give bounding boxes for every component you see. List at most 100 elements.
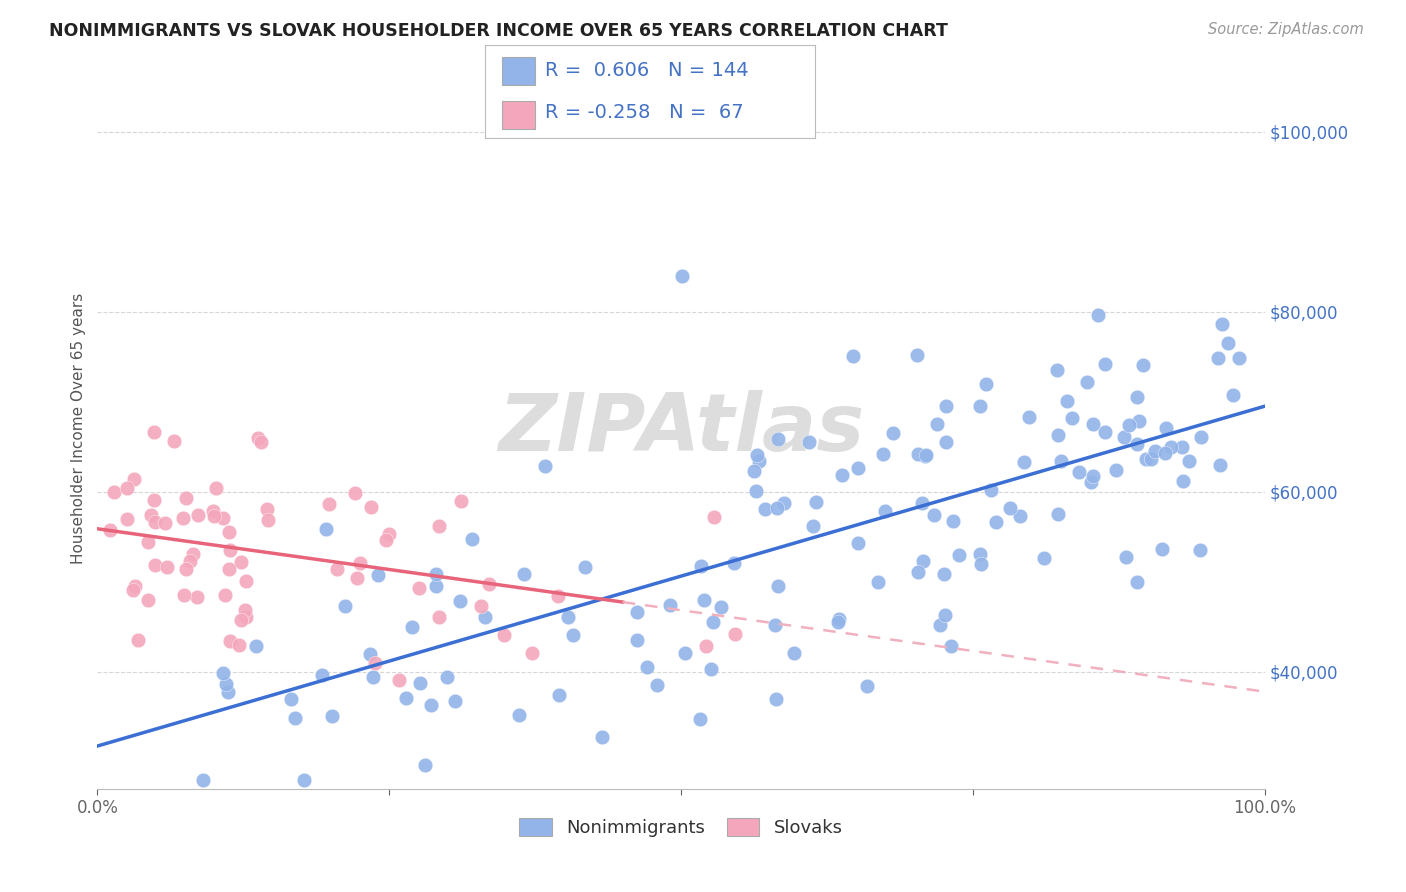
Text: ZIPAtlas: ZIPAtlas (498, 390, 865, 467)
Point (98, 523, 121, 537)
Point (846, 536, 869, 550)
Point (333, 599, 356, 613)
Point (139, 508, 162, 522)
Point (1126, 391, 1149, 405)
Point (425, 579, 447, 593)
Point (420, 698, 443, 713)
Point (174, 491, 197, 505)
Point (179, 554, 201, 568)
Point (212, 511, 235, 525)
Point (321, 708, 343, 723)
Point (980, 483, 1002, 497)
Point (233, 603, 256, 617)
Point (212, 665, 235, 680)
Point (136, 535, 159, 549)
Point (934, 607, 956, 622)
Point (804, 495, 827, 509)
Point (914, 448, 936, 462)
Point (191, 772, 214, 787)
Point (783, 646, 806, 660)
Point (318, 497, 340, 511)
Point (970, 558, 993, 572)
Point (827, 615, 849, 630)
Point (695, 639, 717, 653)
Point (872, 446, 894, 460)
Point (910, 495, 932, 509)
Point (1135, 451, 1157, 466)
Point (218, 561, 240, 575)
Point (163, 434, 186, 448)
Text: R = -0.258   N =  67: R = -0.258 N = 67 (544, 103, 744, 122)
Point (115, 482, 138, 496)
Point (935, 435, 957, 450)
Point (315, 522, 337, 536)
Point (413, 757, 436, 772)
Point (1046, 362, 1069, 376)
Point (143, 425, 166, 439)
Point (513, 566, 536, 581)
Point (574, 560, 596, 574)
Point (427, 518, 450, 533)
Point (143, 516, 166, 530)
Point (907, 565, 929, 579)
Point (914, 450, 936, 464)
Point (450, 494, 472, 508)
Point (292, 772, 315, 787)
Point (766, 433, 789, 447)
Point (1087, 308, 1109, 322)
Point (142, 493, 165, 508)
Point (1216, 335, 1239, 350)
Point (346, 571, 368, 585)
Point (124, 471, 146, 485)
Point (547, 688, 569, 702)
Point (766, 579, 789, 593)
Point (280, 692, 302, 706)
Point (311, 667, 333, 681)
Point (929, 618, 952, 632)
Point (219, 634, 242, 648)
Point (284, 711, 307, 725)
Point (1076, 375, 1098, 389)
Point (855, 679, 877, 693)
Point (174, 562, 197, 576)
Point (360, 500, 382, 515)
Point (325, 562, 347, 576)
Point (202, 509, 225, 524)
Point (922, 508, 945, 522)
Point (911, 553, 934, 567)
Point (645, 678, 668, 692)
Point (1094, 357, 1116, 371)
Point (1081, 469, 1104, 483)
Point (700, 662, 723, 676)
Point (408, 581, 430, 595)
Point (172, 511, 194, 525)
Text: NONIMMIGRANTS VS SLOVAK HOUSEHOLDER INCOME OVER 65 YEARS CORRELATION CHART: NONIMMIGRANTS VS SLOVAK HOUSEHOLDER INCO… (49, 22, 948, 40)
Point (907, 447, 929, 461)
Point (136, 593, 159, 607)
Point (219, 543, 242, 558)
Point (1152, 542, 1174, 557)
Point (801, 519, 824, 533)
Point (205, 481, 228, 495)
Point (349, 556, 371, 570)
Point (1128, 414, 1150, 428)
Point (935, 399, 957, 413)
Point (846, 461, 869, 475)
Point (766, 501, 789, 516)
Point (247, 431, 270, 445)
Point (998, 501, 1021, 516)
Point (229, 555, 252, 569)
Point (1126, 437, 1149, 451)
Point (363, 657, 385, 671)
Point (1171, 474, 1194, 488)
Point (1132, 358, 1154, 372)
Point (378, 527, 401, 541)
Text: Source: ZipAtlas.com: Source: ZipAtlas.com (1208, 22, 1364, 37)
Point (1018, 409, 1040, 424)
Point (235, 574, 257, 588)
Point (1171, 440, 1194, 454)
Point (702, 615, 724, 629)
Point (1211, 317, 1233, 331)
Point (1115, 550, 1137, 565)
Point (228, 638, 250, 652)
